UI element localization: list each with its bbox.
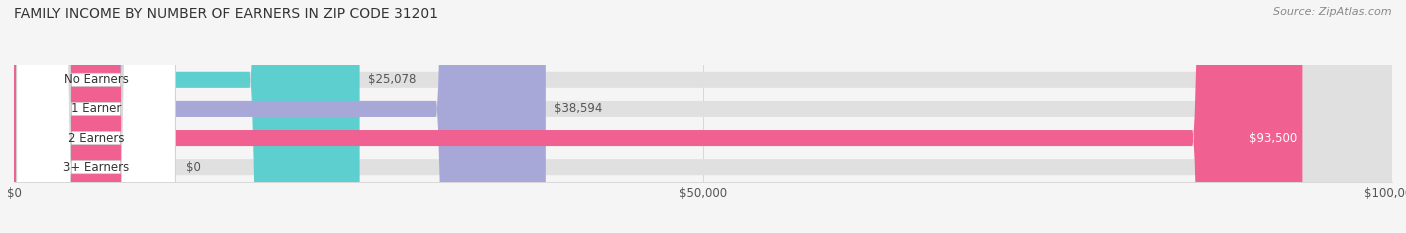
Text: $25,078: $25,078 [368,73,416,86]
FancyBboxPatch shape [14,0,360,233]
Text: $0: $0 [187,161,201,174]
Text: 3+ Earners: 3+ Earners [63,161,129,174]
FancyBboxPatch shape [14,0,546,233]
FancyBboxPatch shape [14,0,1392,233]
FancyBboxPatch shape [14,0,1302,233]
Text: Source: ZipAtlas.com: Source: ZipAtlas.com [1274,7,1392,17]
FancyBboxPatch shape [17,0,176,233]
Text: 1 Earner: 1 Earner [70,103,121,115]
FancyBboxPatch shape [14,0,1392,233]
Text: No Earners: No Earners [63,73,128,86]
FancyBboxPatch shape [14,0,1392,233]
Text: FAMILY INCOME BY NUMBER OF EARNERS IN ZIP CODE 31201: FAMILY INCOME BY NUMBER OF EARNERS IN ZI… [14,7,439,21]
FancyBboxPatch shape [17,0,176,233]
Text: $38,594: $38,594 [554,103,603,115]
Text: 2 Earners: 2 Earners [67,132,124,144]
FancyBboxPatch shape [17,0,176,233]
Text: $93,500: $93,500 [1249,132,1296,144]
FancyBboxPatch shape [17,0,176,233]
FancyBboxPatch shape [14,0,1392,233]
